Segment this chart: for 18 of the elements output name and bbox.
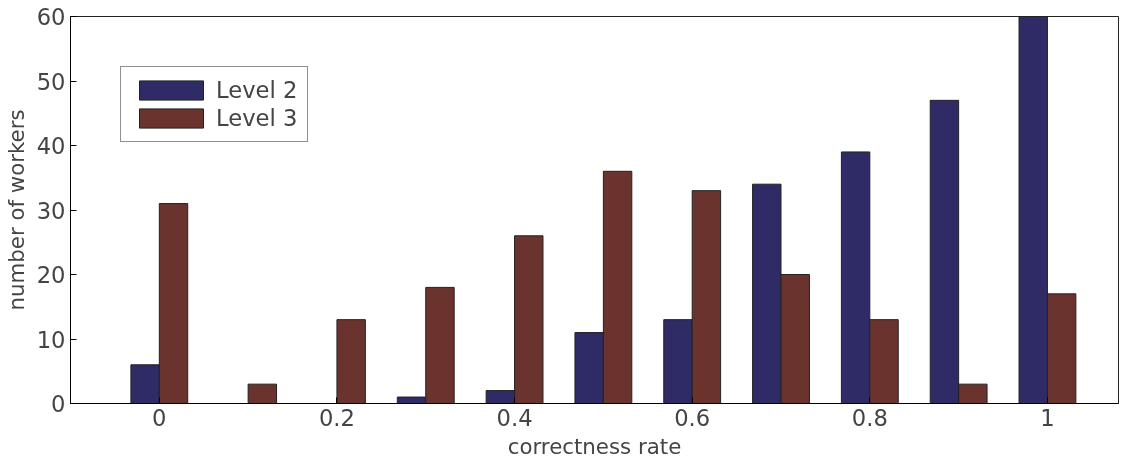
y-tick-label: 40 [36,133,66,159]
bar [336,319,366,404]
x-tick-label: 0 [152,404,167,431]
y-tick-label: 50 [36,68,66,95]
x-tick-label: 0.4 [496,404,533,431]
x-axis-title: correctness rate [507,433,682,459]
legend-label: Level 3 [216,105,298,131]
x-tick-label: 0.2 [318,404,355,431]
y-tick-label: 60 [36,4,66,30]
x-tick-label: 0.6 [674,404,711,431]
legend-label: Level 2 [216,77,298,103]
y-axis-title: number of workers [3,109,29,311]
x-tick-label: 1 [1040,404,1055,431]
y-tick-label: 10 [36,326,66,353]
x-tick-label: 0.8 [851,404,888,431]
y-tick-label: 30 [36,197,66,224]
bar [247,383,278,404]
y-tick-label: 20 [36,262,66,288]
